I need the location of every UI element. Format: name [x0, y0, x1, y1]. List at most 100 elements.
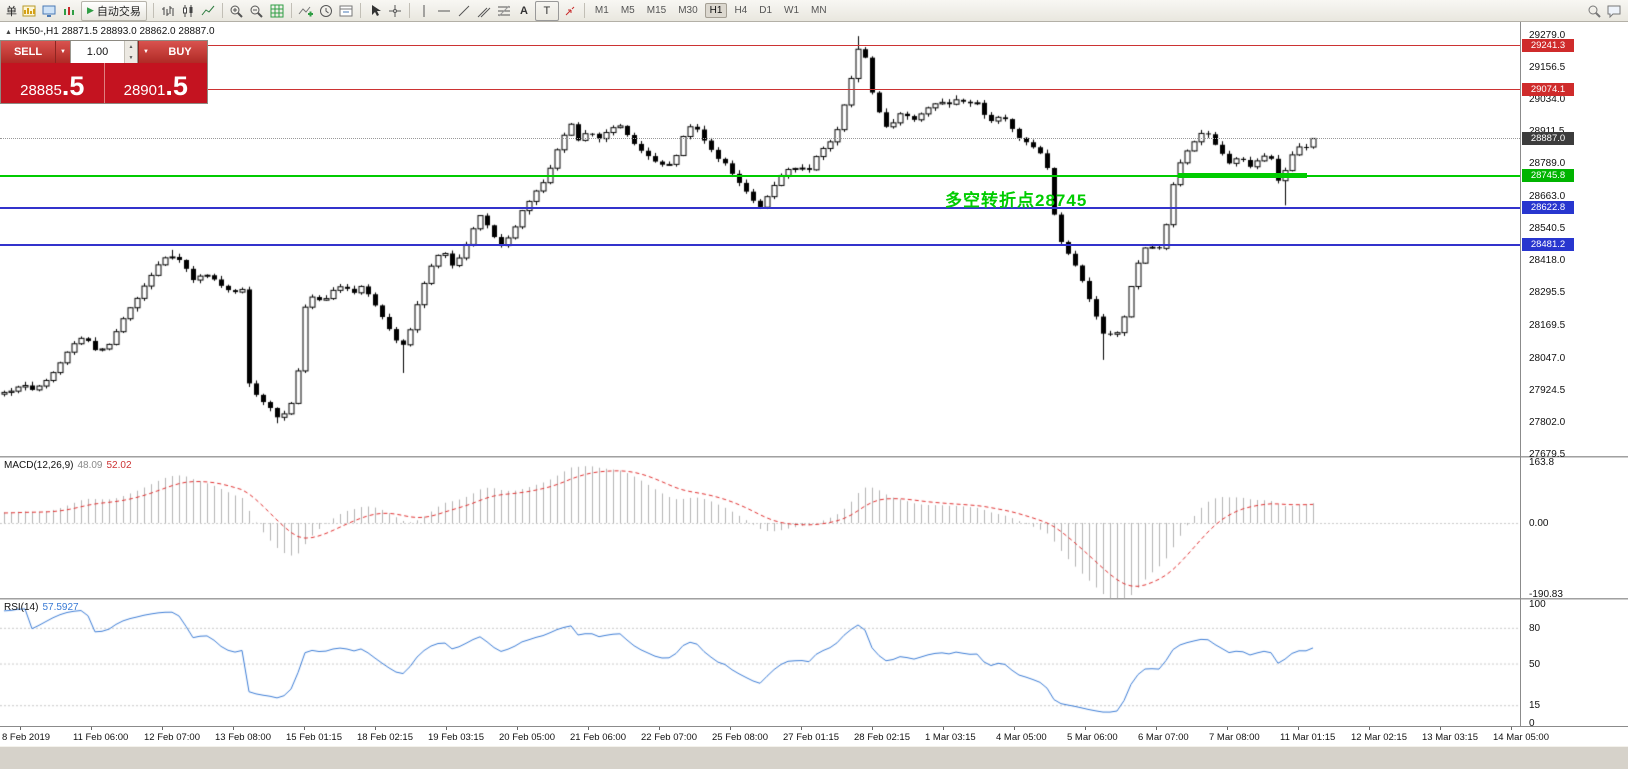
- candlestick-chart-icon[interactable]: [179, 2, 197, 20]
- panel-separator[interactable]: [0, 598, 1628, 600]
- fibonacci-icon[interactable]: [495, 2, 513, 20]
- rsi-value: 57.5927: [42, 602, 79, 613]
- price-level-badge[interactable]: 28622.8: [1522, 201, 1574, 215]
- auto-trading-button[interactable]: ▶ 自动交易: [81, 0, 147, 21]
- arrows-tool-icon[interactable]: [561, 2, 579, 20]
- time-axis-label: 11 Feb 06:00: [73, 732, 129, 743]
- vertical-line-icon[interactable]: [415, 2, 433, 20]
- market-watch-icon[interactable]: [60, 2, 78, 20]
- sell-dropdown-icon[interactable]: ▼: [55, 41, 70, 63]
- time-axis-tick: [1227, 727, 1228, 730]
- channel-icon[interactable]: [475, 2, 493, 20]
- panel-separator[interactable]: [0, 456, 1628, 458]
- chat-icon[interactable]: [1605, 2, 1623, 20]
- sell-price-main: 28885: [20, 82, 62, 99]
- price-level-badge[interactable]: 28887.0: [1522, 132, 1574, 146]
- status-strip: [0, 746, 1628, 769]
- period-clock-icon[interactable]: [317, 2, 335, 20]
- time-axis-label: 5 Mar 06:00: [1067, 732, 1118, 743]
- price-axis-label: 28911.5: [1529, 126, 1564, 137]
- time-axis-label: 4 Mar 05:00: [996, 732, 1047, 743]
- time-axis-label: 14 Mar 05:00: [1493, 732, 1549, 743]
- buy-price-main: 28901: [123, 82, 166, 99]
- time-axis-tick: [517, 727, 518, 730]
- tab-timeframe-d1[interactable]: D1: [759, 5, 773, 16]
- rsi-canvas[interactable]: [0, 600, 1520, 726]
- buy-dropdown-icon[interactable]: ▼: [138, 41, 153, 63]
- time-axis[interactable]: 8 Feb 2019 11 Feb 06:00 12 Feb 07:00 13 Feb…: [0, 726, 1628, 746]
- text-tool[interactable]: A: [515, 2, 533, 20]
- price-chart-canvas[interactable]: [0, 22, 1520, 456]
- price-level-badge[interactable]: 28745.8: [1522, 169, 1574, 183]
- text-tool-label: A: [519, 4, 528, 17]
- horizontal-line-icon[interactable]: [435, 2, 453, 20]
- rsi-axis-label: 100: [1529, 599, 1546, 611]
- new-chart-icon[interactable]: [20, 2, 38, 20]
- search-icon[interactable]: [1585, 2, 1603, 20]
- price-divider: [103, 63, 105, 103]
- toolbar-separator: [221, 3, 223, 18]
- grid-icon[interactable]: [268, 2, 286, 20]
- tab-timeframe-h1[interactable]: H1: [704, 3, 728, 18]
- time-axis-tick: [943, 727, 944, 730]
- price-axis-label: 28663.0: [1529, 191, 1566, 203]
- time-axis-tick: [1440, 727, 1441, 730]
- macd-canvas[interactable]: [0, 458, 1520, 598]
- price-axis-label: 28540.5: [1529, 223, 1566, 235]
- buy-button[interactable]: BUY: [153, 41, 207, 63]
- volume-up-icon[interactable]: ▲: [125, 41, 137, 52]
- trade-controls-row: SELL ▼ ▲ ▼ ▼ BUY: [1, 41, 207, 63]
- tab-timeframe-m15[interactable]: M15: [646, 5, 667, 16]
- line-chart-icon[interactable]: [199, 2, 217, 20]
- tab-timeframe-h4[interactable]: H4: [734, 5, 748, 16]
- macd-label: MACD(12,26,9) 48.09 52.02: [4, 460, 132, 471]
- indicators-icon[interactable]: [297, 2, 315, 20]
- time-axis-tick: [801, 727, 802, 730]
- chart-ohlc-header: ▲ HK50-,H1 28871.5 28893.0 28862.0 28887.…: [5, 26, 215, 37]
- price-level-badge[interactable]: 29241.3: [1522, 39, 1574, 53]
- zoom-in-icon[interactable]: [228, 2, 246, 20]
- price-level-badge[interactable]: 28481.2: [1522, 238, 1574, 252]
- tab-timeframe-mn[interactable]: MN: [811, 5, 827, 16]
- rsi-axis-label: 15: [1529, 700, 1541, 712]
- crosshair-icon[interactable]: [386, 2, 404, 20]
- time-axis-label: 7 Mar 08:00: [1209, 732, 1260, 743]
- tab-timeframe-w1[interactable]: W1: [784, 5, 800, 16]
- zoom-out-icon[interactable]: [248, 2, 266, 20]
- time-axis-label: 12 Feb 07:00: [144, 732, 200, 743]
- tab-timeframe-m30[interactable]: M30: [678, 5, 698, 16]
- volume-down-icon[interactable]: ▼: [125, 52, 137, 63]
- toolbar-separator: [152, 3, 154, 18]
- time-axis-tick: [1511, 727, 1512, 730]
- rsi-label: RSI(14) 57.5927: [4, 602, 79, 613]
- collapse-icon[interactable]: ▲: [5, 29, 12, 36]
- time-axis-label: 12 Mar 02:15: [1351, 732, 1407, 743]
- price-axis-label: 28295.5: [1529, 287, 1566, 299]
- trendline-icon[interactable]: [455, 2, 473, 20]
- label-tool[interactable]: T: [534, 0, 559, 21]
- menu-label[interactable]: 单: [6, 5, 17, 18]
- time-axis-label: 25 Feb 08:00: [712, 732, 768, 743]
- rsi-axis[interactable]: 100 80 50 15 0: [1521, 599, 1628, 729]
- toolbar: 单 ▶ 自动交易: [0, 0, 1628, 22]
- bar-chart-icon[interactable]: [159, 2, 177, 20]
- time-axis-label: 11 Mar 01:15: [1280, 732, 1336, 743]
- tab-timeframe-m5[interactable]: M5: [620, 5, 635, 16]
- price-axis[interactable]: 29279.0 29156.5 29034.0 28911.5 28789.0 28663…: [1521, 22, 1628, 460]
- macd-axis-label: -190.83: [1529, 589, 1563, 601]
- macd-axis[interactable]: 163.8 0.00 -190.83: [1521, 457, 1628, 601]
- price-level-badge[interactable]: 29074.1: [1522, 83, 1574, 97]
- buy-price[interactable]: 28901 .5: [105, 63, 208, 103]
- sell-price[interactable]: 28885 .5: [1, 63, 104, 103]
- profiles-icon[interactable]: [40, 2, 58, 20]
- sell-button[interactable]: SELL: [1, 41, 55, 63]
- price-axis-label: 29279.0: [1529, 29, 1566, 41]
- time-axis-label: 20 Feb 05:00: [499, 732, 555, 743]
- templates-icon[interactable]: [337, 2, 355, 20]
- cursor-icon[interactable]: [366, 2, 384, 20]
- time-axis-label: 18 Feb 02:15: [357, 732, 413, 743]
- tab-timeframe-m1[interactable]: M1: [594, 5, 609, 16]
- auto-trading-label: 自动交易: [96, 5, 141, 18]
- volume-input[interactable]: [71, 41, 124, 63]
- label-tool-label: T: [543, 4, 551, 17]
